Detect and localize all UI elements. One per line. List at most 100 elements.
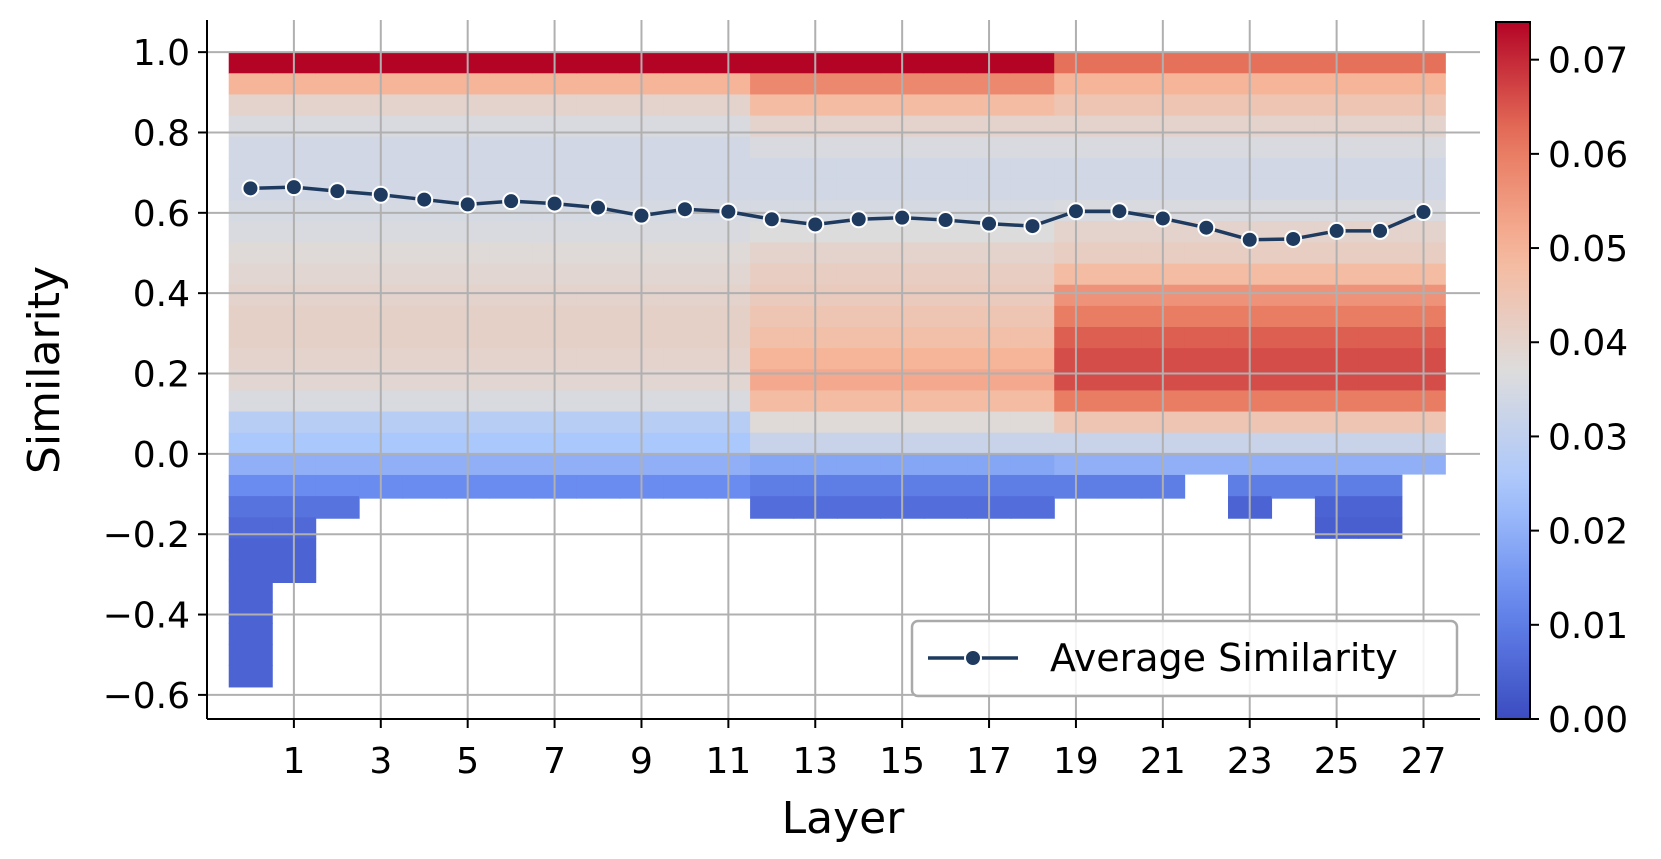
average-similarity-point [1327, 221, 1346, 240]
heatmap-cell [663, 157, 708, 180]
heatmap-cell [1358, 348, 1403, 370]
heatmap-cell [576, 242, 621, 265]
average-similarity-point [371, 185, 390, 204]
heatmap-cell [836, 73, 882, 96]
heatmap-cell [750, 411, 795, 434]
heatmap-cell [315, 73, 360, 96]
heatmap-cell [1010, 242, 1055, 265]
heatmap-cell [315, 115, 360, 138]
heatmap-cell [1010, 326, 1055, 349]
heatmap-cell [1271, 200, 1316, 222]
heatmap-cell [576, 305, 621, 328]
heatmap-cell [402, 178, 447, 201]
heatmap-cell [1097, 305, 1142, 328]
heatmap-cell [1184, 178, 1229, 201]
heatmap-cell [1358, 157, 1403, 180]
heatmap-cell [228, 559, 273, 582]
heatmap-cell [1358, 326, 1403, 349]
heatmap-cell [315, 284, 360, 307]
heatmap-cell [1358, 94, 1403, 117]
colorbar-tick-label: 0.00 [1548, 700, 1628, 741]
heatmap-cell [489, 136, 534, 159]
heatmap-cell [489, 52, 534, 74]
heatmap-cell [489, 326, 534, 349]
heatmap-cell [1358, 178, 1403, 201]
heatmap-cell [228, 369, 273, 392]
heatmap-cell [923, 496, 968, 519]
heatmap-cell [1010, 136, 1055, 159]
average-similarity-point [675, 200, 694, 219]
heatmap-cell [315, 157, 360, 180]
heatmap-cell [402, 305, 447, 328]
heatmap-cell [1271, 136, 1316, 159]
average-similarity-point [1153, 209, 1172, 228]
heatmap-cell [228, 432, 273, 455]
heatmap-cell [1271, 369, 1316, 392]
colorbar-tick-labels: 0.00 0.01 0.02 0.03 0.04 0.05 0.06 0.07 [1530, 41, 1628, 741]
heatmap-cell [836, 136, 882, 159]
heatmap-cell [1184, 263, 1229, 286]
average-similarity-point [849, 210, 868, 229]
heatmap-cell [228, 580, 273, 603]
heatmap-cell [836, 369, 882, 392]
heatmap-cell [228, 474, 273, 497]
average-similarity-point [458, 195, 477, 214]
heatmap-cell [576, 52, 621, 74]
heatmap-cell [228, 52, 273, 74]
heatmap-cell [836, 496, 882, 519]
heatmap-cell [1184, 348, 1229, 370]
heatmap-cell [228, 348, 273, 370]
heatmap-cell [402, 474, 447, 499]
heatmap-cell [1010, 115, 1055, 138]
heatmap-cell [750, 115, 795, 138]
colorbar: 0.00 0.01 0.02 0.03 0.04 0.05 0.06 0.07 [1495, 21, 1628, 741]
x-tick-labels: 1 3 5 7 9 11 13 15 17 19 21 23 25 27 [282, 719, 1446, 782]
heatmap-cell [1358, 453, 1403, 476]
heatmap-cell [576, 178, 621, 201]
heatmap-cell [315, 94, 360, 117]
heatmap-cell [576, 411, 621, 434]
heatmap-cell [1184, 52, 1229, 74]
heatmap-cell [1097, 474, 1142, 499]
heatmap-cell [836, 390, 882, 413]
heatmap-cell [1010, 369, 1055, 392]
heatmap-cell [402, 157, 447, 180]
heatmap-cell [315, 496, 360, 519]
average-similarity-point [719, 202, 738, 221]
average-similarity-point [589, 198, 608, 217]
heatmap-cell [1097, 432, 1142, 455]
heatmap-cell [1097, 52, 1142, 74]
average-similarity-point [762, 210, 781, 229]
heatmap-cell [402, 284, 447, 307]
heatmap-cell [1271, 178, 1316, 201]
heatmap-cell [489, 221, 534, 244]
heatmap-cell [1010, 411, 1055, 434]
heatmap-cell [750, 369, 795, 392]
heatmap-cell [1184, 94, 1229, 117]
average-similarity-point [415, 190, 434, 209]
average-similarity-point [632, 206, 651, 225]
heatmap-cell [836, 453, 882, 476]
heatmap-cell [1184, 73, 1229, 96]
heatmap-cell [1097, 94, 1142, 117]
x-tick-label: 9 [630, 741, 653, 782]
x-tick-label: 23 [1227, 741, 1273, 782]
heatmap-cell [836, 305, 882, 328]
heatmap-cell [750, 52, 795, 74]
heatmap-cell [576, 369, 621, 392]
heatmap-cell [663, 326, 708, 349]
heatmap-cell [836, 432, 882, 455]
heatmap-cell [1010, 200, 1055, 222]
heatmap-cell [1010, 157, 1055, 180]
heatmap-cell [663, 52, 708, 74]
heatmap-cell [315, 411, 360, 434]
heatmap-cell [1097, 411, 1142, 434]
heatmap-cell [836, 284, 882, 307]
heatmap-cell [1184, 305, 1229, 328]
heatmap-cell [489, 94, 534, 117]
heatmap-cell [1010, 496, 1055, 519]
heatmap-cell [489, 73, 534, 96]
heatmap-cell [1358, 52, 1403, 74]
heatmap-cell [923, 157, 968, 180]
heatmap-cell [1358, 263, 1403, 286]
